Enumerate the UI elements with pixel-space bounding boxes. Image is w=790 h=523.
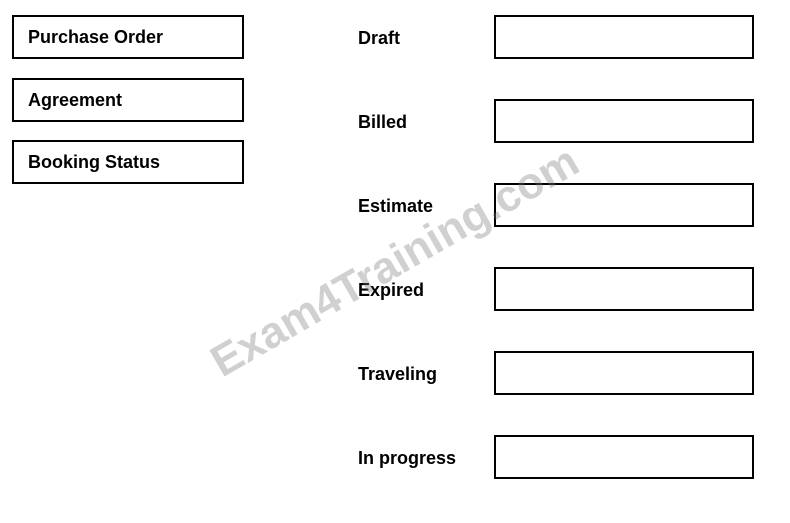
watermark-text: Exam4Training.com (202, 136, 587, 387)
right-label-estimate: Estimate (358, 196, 433, 217)
right-label-traveling: Traveling (358, 364, 437, 385)
left-item-purchase-order[interactable]: Purchase Order (12, 15, 244, 59)
left-item-booking-status[interactable]: Booking Status (12, 140, 244, 184)
right-box-billed[interactable] (494, 99, 754, 143)
right-box-expired[interactable] (494, 267, 754, 311)
right-box-in-progress[interactable] (494, 435, 754, 479)
right-box-draft[interactable] (494, 15, 754, 59)
matching-diagram: Purchase Order Agreement Booking Status … (0, 0, 790, 523)
left-item-label: Booking Status (28, 152, 160, 173)
right-label-billed: Billed (358, 112, 407, 133)
right-label-draft: Draft (358, 28, 400, 49)
right-box-estimate[interactable] (494, 183, 754, 227)
right-label-in-progress: In progress (358, 448, 456, 469)
right-label-expired: Expired (358, 280, 424, 301)
left-item-agreement[interactable]: Agreement (12, 78, 244, 122)
right-box-traveling[interactable] (494, 351, 754, 395)
left-item-label: Agreement (28, 90, 122, 111)
left-item-label: Purchase Order (28, 27, 163, 48)
